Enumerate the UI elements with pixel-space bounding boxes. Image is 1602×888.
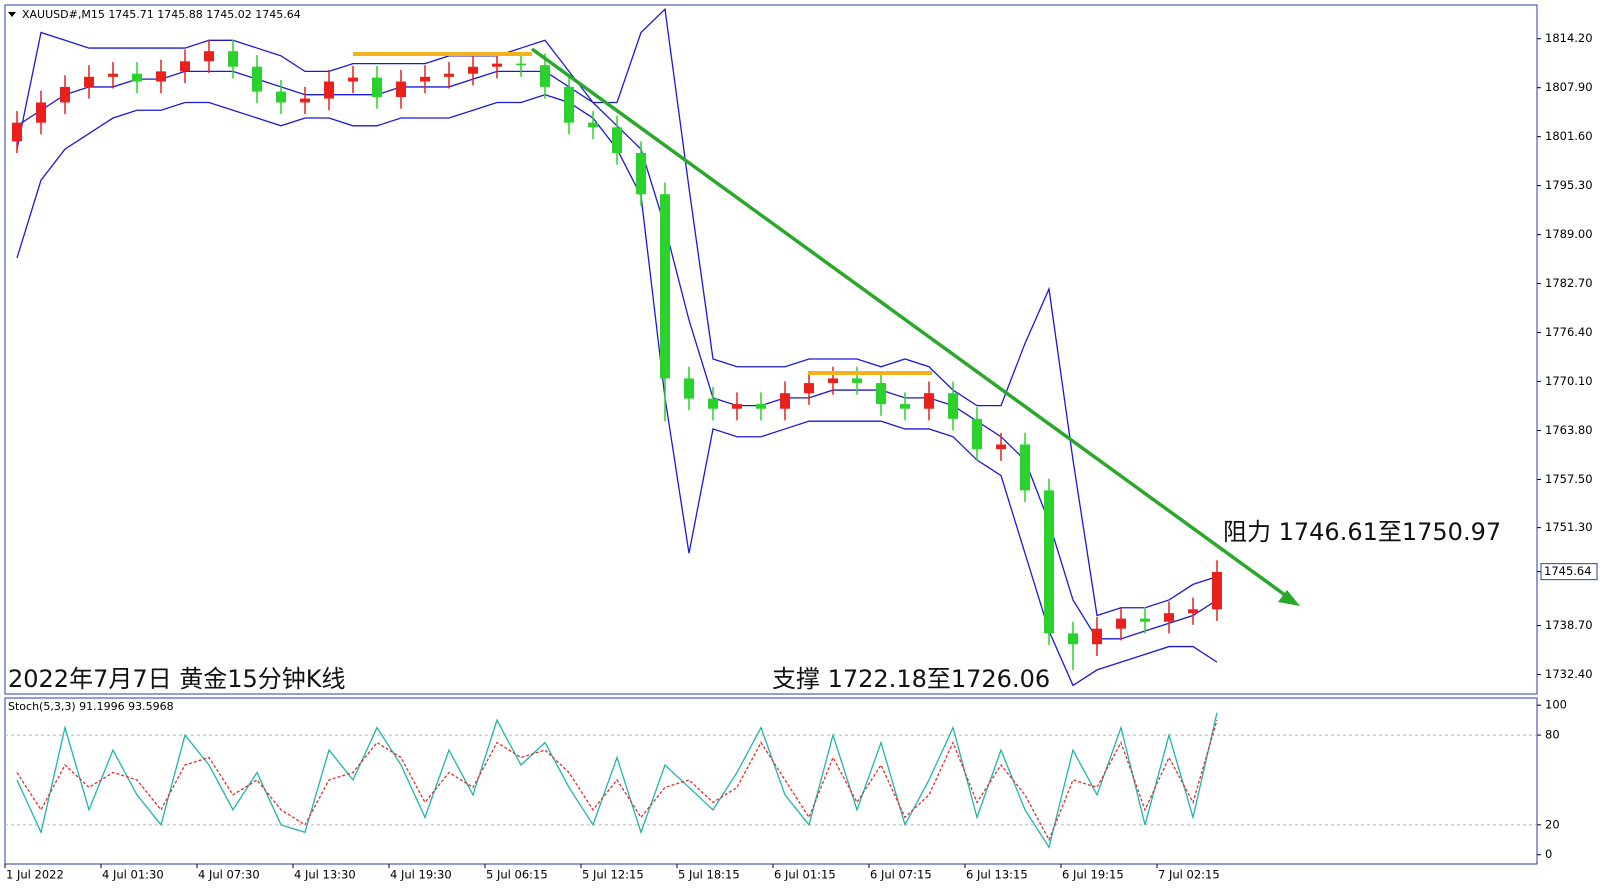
y-tick-label: 1807.90 [1545,80,1593,94]
candle-body [348,77,358,82]
candle-body [1044,490,1054,634]
candle-body [492,63,502,67]
x-tick-label: 5 Jul 12:15 [582,868,644,882]
candle-body [204,51,214,62]
x-tick-label: 6 Jul 19:15 [1062,868,1124,882]
candle-body [684,378,694,399]
trend-arrow-head [1278,590,1300,606]
candle-body [1212,571,1222,610]
candle-body [108,73,118,77]
candle-body [588,122,598,128]
x-tick-label: 6 Jul 01:15 [774,868,836,882]
annotation: 支撑 1722.18至1726.06 [772,665,1050,693]
candle-body [516,63,526,66]
candle-body [564,86,574,123]
candle-body [1164,613,1174,622]
x-tick-label: 6 Jul 07:15 [870,868,932,882]
stoch-panel [4,697,1538,865]
candle-body [276,91,286,103]
y-tick-label: 80 [1545,728,1560,742]
band-line [16,7,1218,617]
x-tick-label: 4 Jul 13:30 [294,868,356,882]
y-tick-label: 1732.40 [1545,667,1593,681]
x-tick-label: 4 Jul 19:30 [390,868,452,882]
candle-body [804,383,814,394]
candle-body [444,73,454,77]
y-tick-label: 1738.70 [1545,618,1593,632]
x-tick-label: 5 Jul 06:15 [486,868,548,882]
stoch-header: Stoch(5,3,3) 91.1996 93.5968 [8,700,174,713]
annotation: 阻力 1746.61至1750.97 [1223,518,1501,546]
price-panel [4,4,1538,695]
candle-body [636,152,646,195]
candle-body [132,73,142,82]
marks: 1814.20 1807.90 1801.60 1795.30 1789.00 1782.… [4,7,1598,882]
candle-body [924,393,934,409]
last-price-label: 1745.64 [1544,564,1592,578]
x-tick-label: 7 Jul 02:15 [1158,868,1220,882]
symbol-header: XAUUSD#,M15 1745.71 1745.88 1745.02 1745… [22,8,301,21]
y-tick-label: 1770.10 [1545,374,1593,388]
candle-body [324,81,334,99]
candle-body [972,418,982,450]
candle-body [396,81,406,98]
y-tick-label: 1801.60 [1545,129,1593,143]
candle-body [468,66,478,74]
y-tick-label: 1751.30 [1545,520,1593,534]
y-tick-label: 0 [1545,847,1552,861]
x-tick-label: 4 Jul 07:30 [198,868,260,882]
x-tick-label: 1 Jul 2022 [6,868,64,882]
candle-body [540,65,550,87]
candle-body [780,393,790,409]
x-tick-label: 5 Jul 18:15 [678,868,740,882]
candle-body [708,398,718,409]
candle-body [252,66,262,92]
candle-body [84,76,94,87]
y-tick-label: 1757.50 [1545,472,1593,486]
y-tick-label: 1789.00 [1545,227,1593,241]
candle-body [1068,633,1078,645]
candle-body [12,122,22,142]
candle-body [60,86,70,103]
candle-body [996,444,1006,450]
candle-body [1188,609,1198,614]
y-tick-label: 1814.20 [1545,31,1593,45]
candle-body [1140,618,1150,622]
candle-body [876,383,886,405]
menu-arrow [8,12,16,17]
candle-body [372,77,382,98]
candle-body [420,76,430,82]
candle-body [1116,618,1126,629]
x-tick-label: 4 Jul 01:30 [102,868,164,882]
candle-body [852,378,862,384]
candle-body [36,102,46,123]
y-tick-label: 20 [1545,817,1560,831]
trend-line [530,47,1287,597]
candle-body [900,404,910,409]
candle-body [180,61,190,72]
stoch-line [16,719,1218,842]
y-tick-label: 100 [1545,698,1567,712]
y-tick-label: 1763.80 [1545,423,1593,437]
last-price-box [1540,563,1598,581]
y-tick-label: 1776.40 [1545,325,1593,339]
candle-body [756,404,766,409]
candle-body [156,71,166,82]
candle-body [300,98,310,103]
candle-body [612,127,622,153]
candle-body [732,404,742,409]
candle-body [1020,444,1030,491]
candle-body [1092,628,1102,645]
x-tick-label: 6 Jul 13:15 [966,868,1028,882]
y-tick-label: 1782.70 [1545,276,1593,290]
candle-body [660,194,670,379]
candle-body [948,393,958,419]
stoch-line [16,712,1218,849]
candle-body [228,51,238,67]
annotation: 2022年7月7日 黄金15分钟K线 [8,665,346,693]
candle-body [828,378,838,384]
y-tick-label: 1795.30 [1545,178,1593,192]
